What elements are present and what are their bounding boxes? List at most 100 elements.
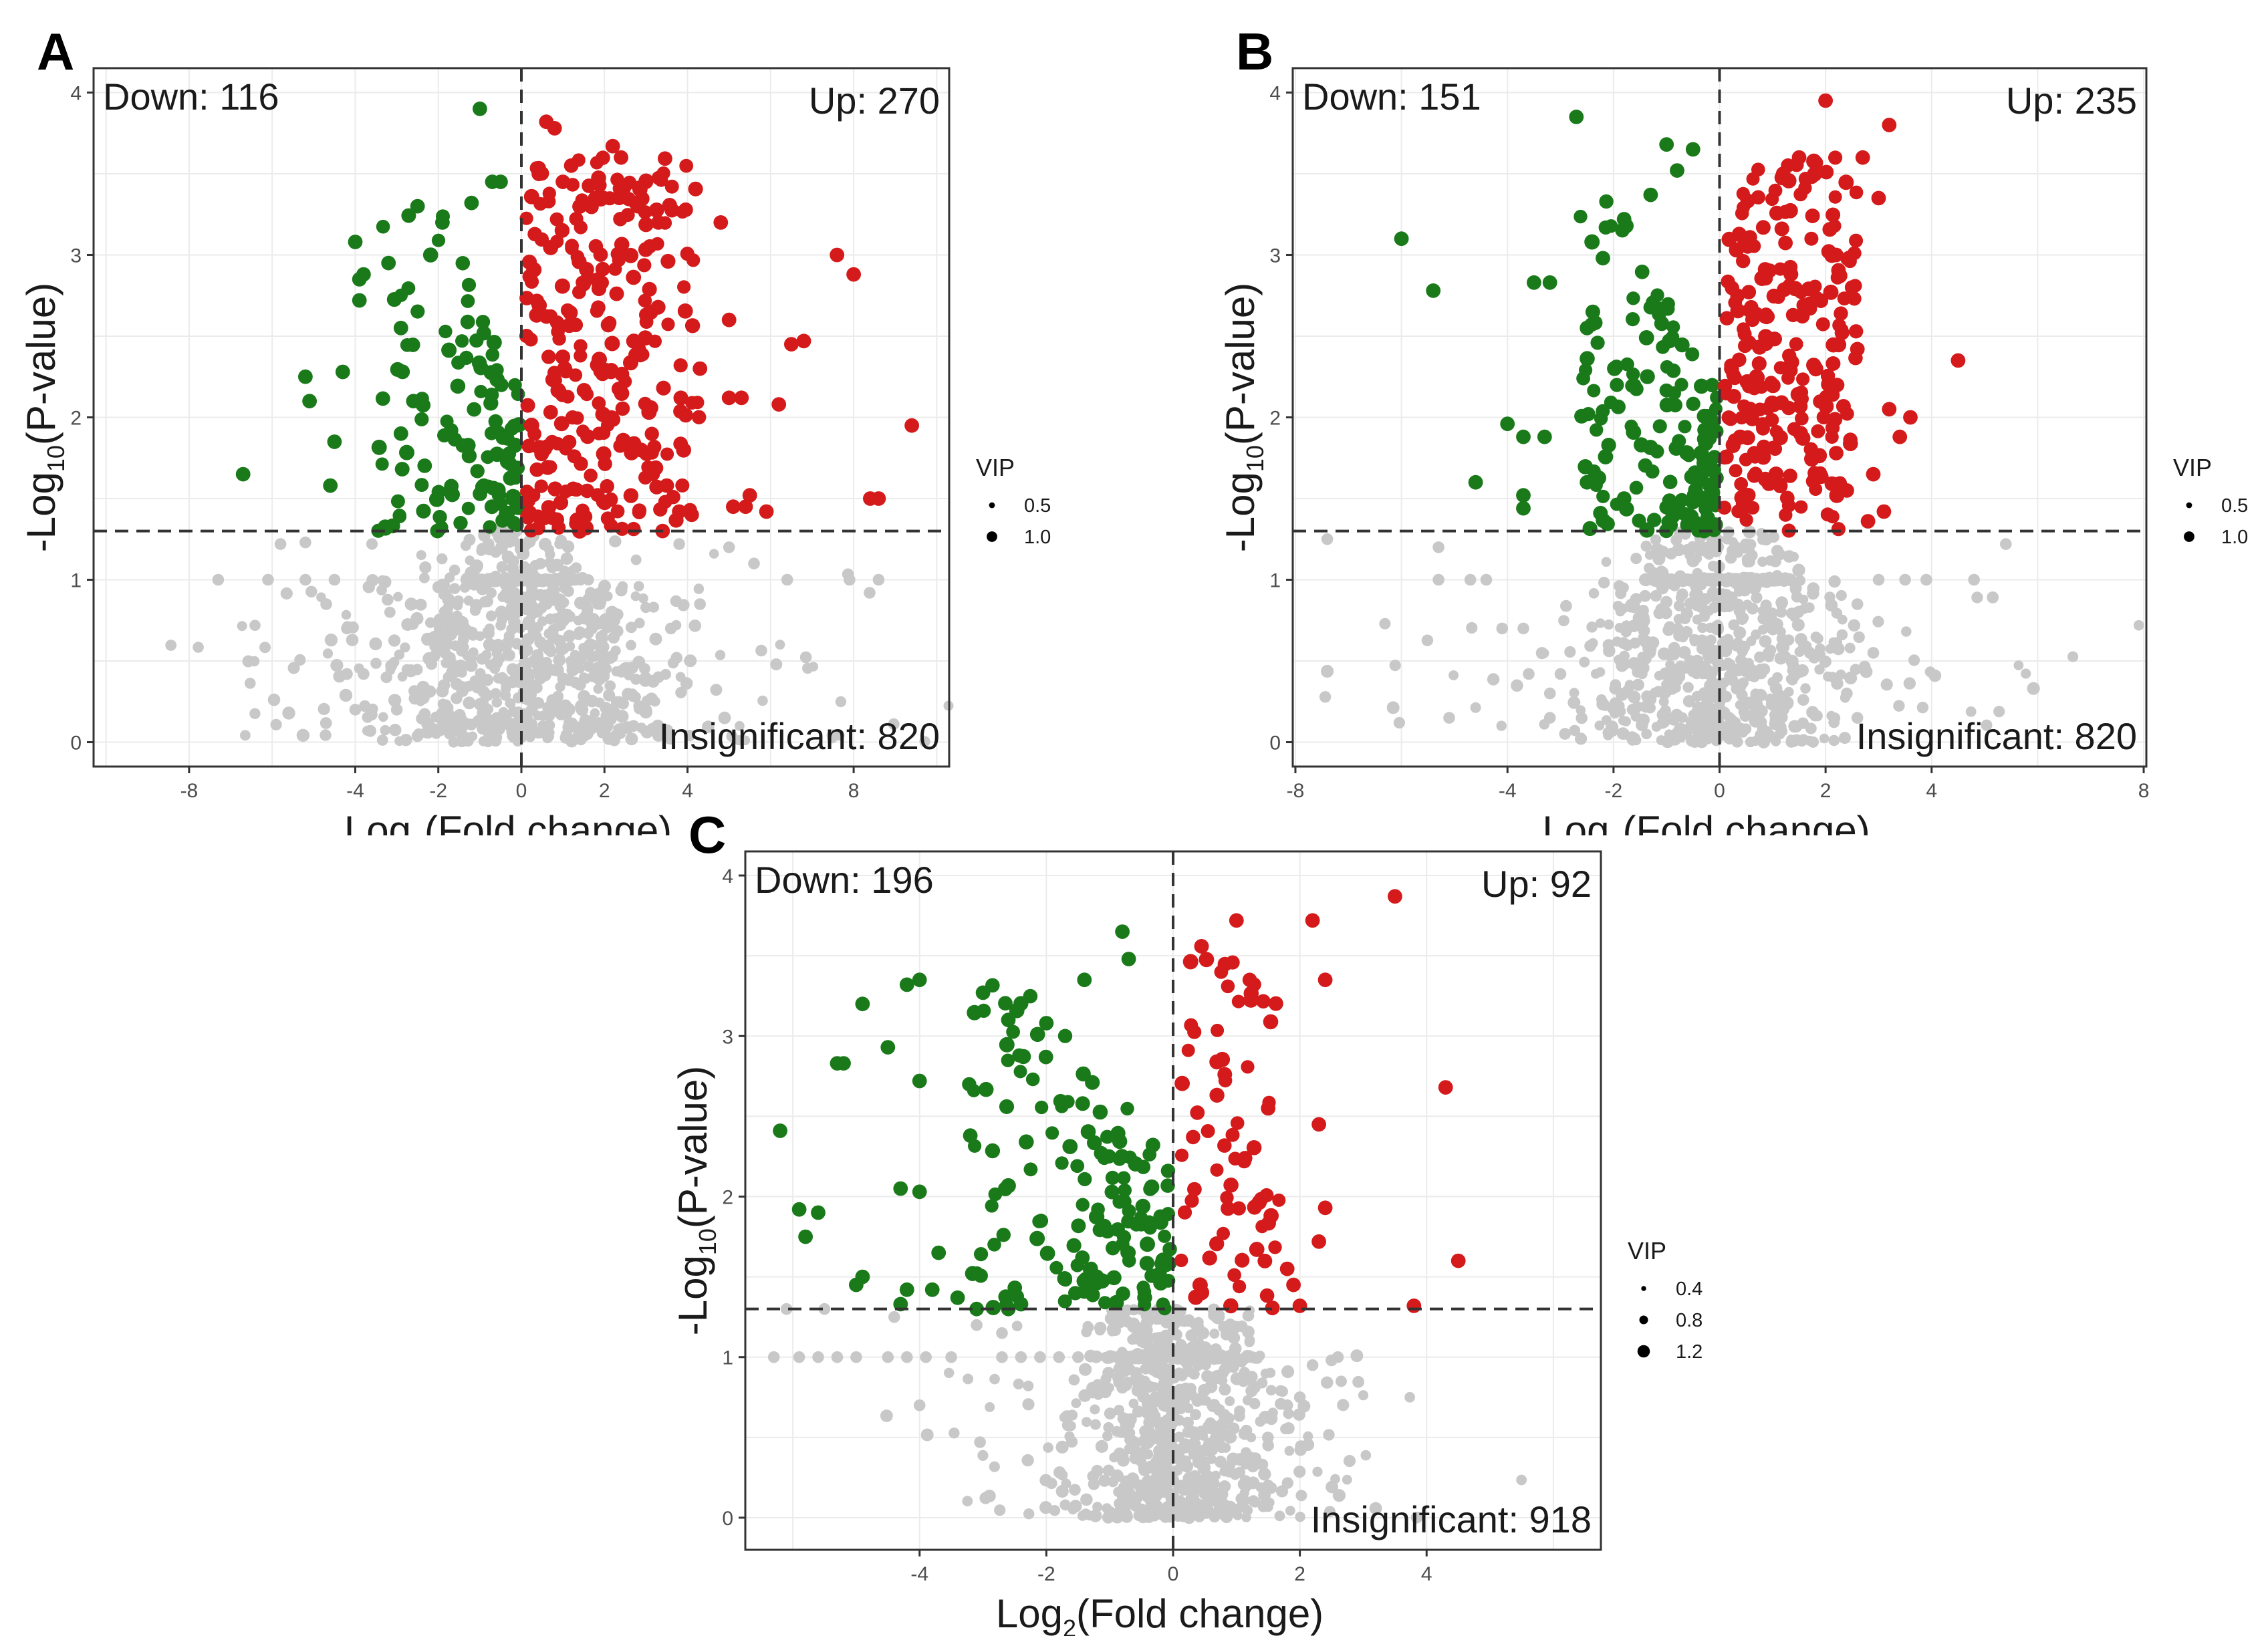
point-insignificant: [1749, 714, 1762, 728]
point-down: [988, 1187, 1003, 1202]
point-insignificant: [1689, 634, 1700, 646]
point-up: [1272, 1193, 1286, 1207]
point-up: [1882, 402, 1897, 417]
point-up: [1783, 202, 1798, 219]
point-down: [461, 277, 477, 292]
point-up: [661, 317, 675, 331]
point-insignificant: [349, 704, 362, 716]
point-insignificant: [493, 673, 504, 684]
point-up: [547, 121, 562, 136]
point-down: [1143, 1221, 1157, 1235]
point-down: [441, 342, 457, 358]
point-insignificant: [575, 699, 588, 713]
point-insignificant: [604, 652, 616, 664]
point-up: [1781, 400, 1796, 416]
point-insignificant: [493, 638, 503, 650]
point-up: [1241, 1060, 1255, 1074]
point-down: [1684, 469, 1699, 485]
point-insignificant: [1981, 719, 1993, 731]
point-up: [1214, 965, 1229, 979]
point-up: [1292, 1299, 1307, 1313]
point-up: [1796, 298, 1811, 313]
point-down: [1023, 988, 1038, 1004]
y-tick-label: 0: [1269, 732, 1281, 755]
point-insignificant: [1119, 1504, 1131, 1516]
point-insignificant: [1836, 629, 1848, 641]
point-insignificant: [1496, 622, 1509, 635]
point-down: [1683, 509, 1699, 525]
point-insignificant: [1735, 700, 1745, 710]
point-insignificant: [1260, 1368, 1271, 1379]
point-down: [489, 446, 505, 462]
point-insignificant: [1404, 1391, 1415, 1403]
point-insignificant: [1554, 668, 1567, 680]
point-down: [1112, 1195, 1127, 1209]
point-insignificant: [523, 668, 536, 681]
points: [767, 889, 1527, 1524]
point-insignificant: [1262, 1480, 1274, 1492]
point-up: [1199, 952, 1215, 968]
point-up: [1811, 424, 1825, 438]
point-down: [1025, 1072, 1040, 1087]
point-insignificant: [1696, 573, 1709, 586]
point-insignificant: [996, 1351, 1008, 1363]
point-insignificant: [652, 671, 664, 684]
point-up: [684, 318, 701, 333]
point-insignificant: [1294, 1444, 1307, 1456]
point-insignificant: [1293, 1408, 1305, 1421]
point-insignificant: [1662, 624, 1674, 636]
point-insignificant: [1187, 1437, 1201, 1451]
point-up: [551, 436, 565, 451]
point-up: [1860, 514, 1876, 529]
point-up: [664, 202, 680, 218]
point-insignificant: [633, 581, 644, 591]
point-insignificant: [1630, 553, 1642, 565]
point-insignificant: [577, 598, 588, 609]
point-up: [666, 490, 680, 505]
point-insignificant: [1230, 1470, 1241, 1480]
point-insignificant: [1326, 1354, 1338, 1367]
point-insignificant: [1129, 1452, 1142, 1465]
point-insignificant: [630, 591, 641, 601]
point-insignificant: [599, 724, 611, 736]
point-up: [1231, 994, 1245, 1008]
point-insignificant: [1164, 1369, 1177, 1382]
point-up: [1265, 1301, 1280, 1316]
point-insignificant: [341, 668, 353, 680]
point-up: [1749, 369, 1765, 384]
point-insignificant: [1023, 1380, 1034, 1391]
point-insignificant: [1804, 735, 1815, 746]
point-insignificant: [475, 668, 486, 679]
point-down: [1672, 434, 1686, 448]
point-down: [1112, 1151, 1127, 1166]
point-down: [393, 320, 408, 335]
point-insignificant: [613, 696, 626, 708]
point-insignificant: [1731, 683, 1743, 695]
point-up: [612, 180, 628, 196]
point-insignificant: [380, 724, 390, 736]
x-tick-label: 8: [2138, 780, 2150, 802]
point-up: [555, 350, 571, 365]
point-insignificant: [1464, 573, 1477, 586]
point-insignificant: [1670, 664, 1683, 676]
point-insignificant: [1539, 648, 1549, 659]
point-up: [609, 286, 624, 301]
point-insignificant: [640, 704, 652, 716]
point-up: [557, 361, 573, 377]
point-insignificant: [460, 540, 471, 551]
point-up: [726, 499, 741, 515]
point-down: [455, 256, 471, 271]
point-insignificant: [1675, 592, 1686, 603]
point-insignificant: [1569, 688, 1580, 698]
point-insignificant: [543, 642, 555, 656]
point-insignificant: [919, 736, 930, 747]
point-insignificant: [1227, 1452, 1239, 1466]
point-up: [1828, 190, 1842, 204]
point-insignificant: [1722, 599, 1735, 613]
point-insignificant: [1819, 733, 1830, 744]
legend-label: 0.4: [1676, 1278, 1703, 1300]
point-insignificant: [735, 720, 745, 731]
point-up: [638, 293, 652, 308]
point-insignificant: [1295, 1490, 1307, 1502]
y-tick-label: 0: [722, 1508, 733, 1530]
